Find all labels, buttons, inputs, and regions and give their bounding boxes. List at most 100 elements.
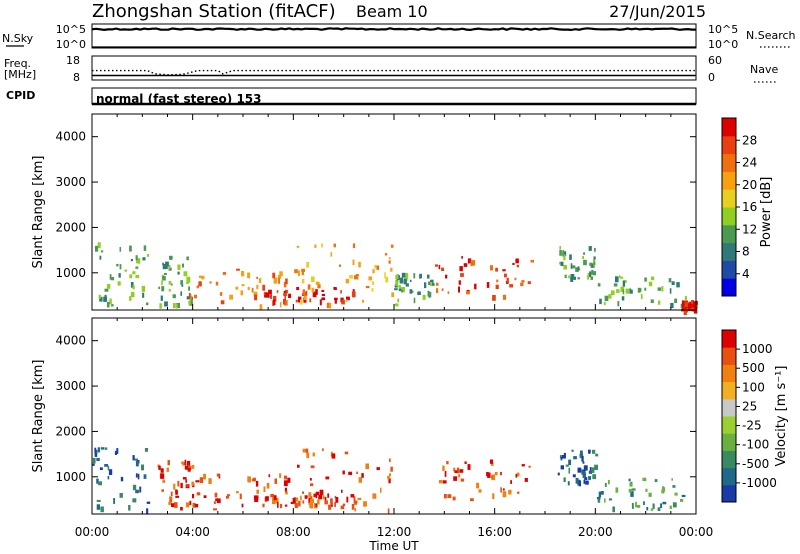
range-cell: [251, 479, 255, 482]
colorbar-tick-label: 4: [742, 267, 750, 281]
range-cell: [135, 489, 139, 494]
range-cell: [604, 482, 607, 487]
scatter-region: [195, 473, 291, 511]
range-cell: [295, 299, 298, 303]
ytick-label: 2000: [55, 220, 86, 234]
range-cell: [297, 464, 300, 468]
range-cell: [262, 284, 266, 291]
range-cell: [143, 474, 147, 479]
nave-label: Nave: [750, 63, 778, 76]
colorbar-segment: [722, 278, 736, 297]
range-cell: [692, 302, 696, 306]
range-cell: [346, 496, 349, 503]
range-cell: [324, 496, 327, 502]
range-cell: [321, 293, 325, 296]
range-cell: [604, 295, 609, 302]
range-cell: [266, 482, 270, 489]
range-cell: [435, 282, 439, 286]
range-cell: [615, 487, 619, 493]
range-cell: [329, 302, 332, 309]
range-cell: [168, 288, 171, 292]
colorbar-tick-label: -25: [742, 419, 762, 433]
range-cell: [401, 289, 403, 293]
range-cell: [104, 288, 109, 292]
range-cell: [235, 491, 239, 494]
range-cell: [690, 307, 693, 311]
range-cell: [288, 293, 292, 298]
range-cell: [620, 286, 625, 292]
range-cell: [352, 259, 355, 265]
range-cell: [625, 288, 629, 294]
range-cell: [191, 481, 194, 486]
range-cell: [134, 458, 139, 461]
range-cell: [296, 245, 300, 248]
range-cell: [135, 460, 139, 467]
scatter-region: [394, 272, 435, 307]
range-cell: [515, 473, 518, 478]
range-cell: [565, 464, 569, 467]
range-cell: [109, 298, 112, 305]
range-cell: [229, 294, 233, 300]
cpid-label: CPID: [6, 89, 35, 102]
range-cell: [460, 478, 465, 482]
range-cell: [339, 264, 342, 267]
range-cell: [467, 258, 472, 264]
range-cell: [253, 291, 258, 297]
range-cell: [581, 455, 584, 462]
range-cell: [161, 489, 164, 492]
range-cell: [309, 478, 312, 481]
range-cell: [333, 287, 337, 290]
range-cell: [372, 281, 374, 286]
range-cell: [186, 296, 191, 300]
range-cell: [456, 467, 460, 474]
range-cell: [97, 447, 101, 453]
range-cell: [185, 502, 190, 508]
range-cell: [354, 508, 357, 512]
range-cell: [120, 476, 124, 482]
range-cell: [177, 480, 180, 487]
range-cell: [259, 304, 263, 311]
range-cell: [629, 289, 633, 294]
range-cell: [397, 298, 400, 303]
range-cell: [109, 274, 112, 280]
range-cell: [188, 292, 191, 298]
range-cell: [582, 256, 584, 259]
range-cell: [186, 276, 191, 283]
range-cell: [162, 262, 164, 266]
range-cell: [580, 450, 583, 457]
range-cell: [168, 501, 172, 505]
range-cell: [593, 256, 596, 260]
range-cell: [441, 288, 444, 291]
range-cell: [213, 508, 217, 511]
range-cell: [192, 502, 196, 508]
range-cell: [682, 302, 685, 306]
range-cell: [628, 478, 631, 482]
range-cell: [99, 255, 102, 260]
range-cell: [458, 280, 461, 285]
range-cell: [428, 291, 432, 298]
range-cell: [315, 492, 318, 499]
range-cell: [434, 264, 438, 267]
range-cell: [283, 293, 287, 296]
range-cell: [669, 505, 672, 509]
range-cell: [208, 478, 212, 484]
range-cell: [296, 287, 300, 291]
range-cell: [276, 290, 279, 293]
range-cell: [593, 261, 596, 265]
range-cell: [278, 277, 280, 284]
range-cell: [669, 288, 672, 294]
range-cell: [600, 491, 604, 495]
range-cell: [500, 487, 502, 493]
range-cell: [161, 280, 163, 286]
scatter-region: [559, 245, 596, 282]
range-cell: [644, 287, 647, 291]
range-cell: [520, 282, 524, 287]
range-cell: [315, 491, 320, 496]
ytick-label: 1000: [55, 470, 86, 484]
range-cell: [588, 476, 592, 480]
range-cell: [287, 477, 291, 483]
range-cell: [305, 448, 309, 453]
range-cell: [587, 272, 591, 277]
range-cell: [300, 299, 303, 305]
